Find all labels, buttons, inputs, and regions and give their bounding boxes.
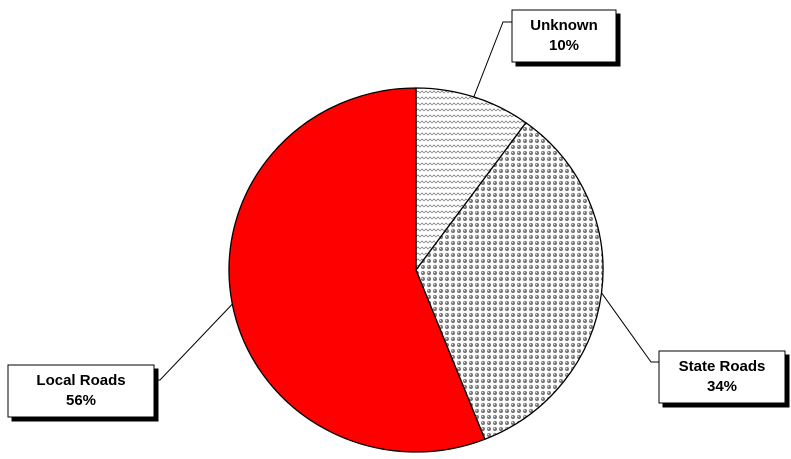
slice-percent: 10% xyxy=(549,37,579,54)
slice-label: State Roads xyxy=(679,358,766,375)
pie-slice-local-roads xyxy=(228,87,486,453)
leader-line-local-roads xyxy=(154,303,233,381)
slice-percent: 34% xyxy=(707,378,737,395)
slice-percent: 56% xyxy=(66,392,96,409)
leader-line-state-roads xyxy=(601,292,659,363)
slice-label: Unknown xyxy=(530,17,598,34)
leader-line-unknown xyxy=(473,21,512,98)
slice-label: Local Roads xyxy=(36,372,125,389)
callout-box xyxy=(7,364,155,418)
pie-slice-unknown xyxy=(415,87,527,272)
callout-unknown: Unknown 10% xyxy=(511,9,617,63)
callout-state-roads: State Roads 34% xyxy=(658,350,786,404)
callout-box xyxy=(511,9,617,63)
callout-local-roads: Local Roads 56% xyxy=(7,364,155,418)
callout-box xyxy=(658,350,786,404)
